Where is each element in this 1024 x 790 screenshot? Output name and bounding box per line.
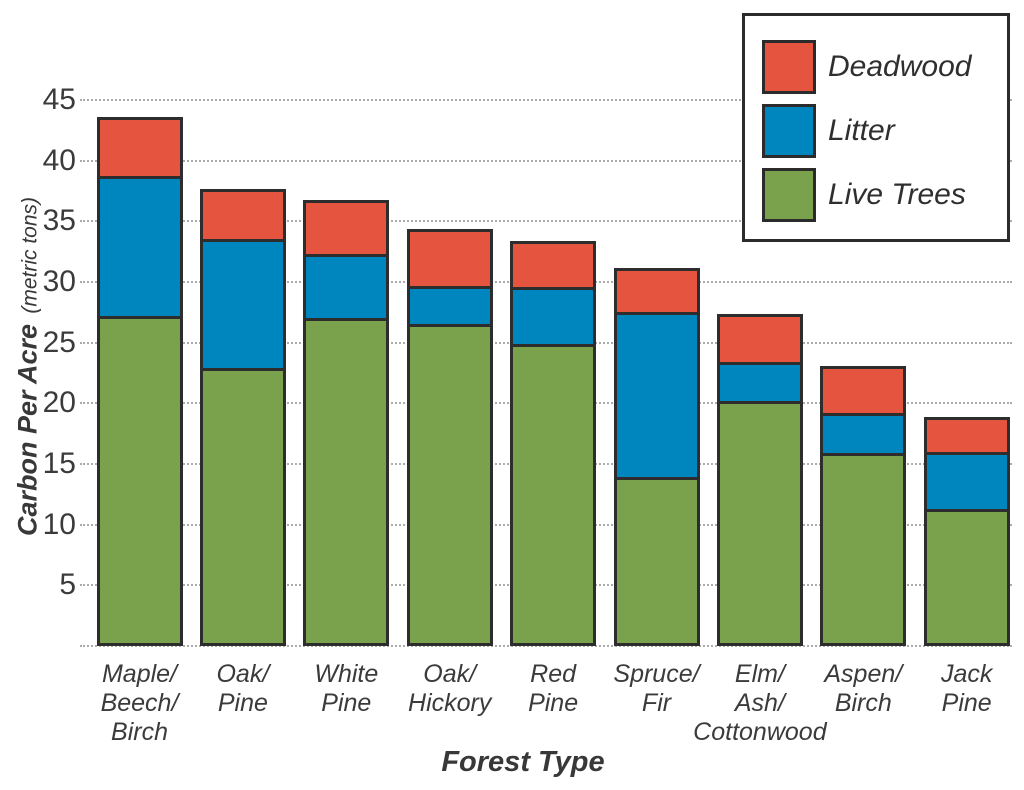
y-tick-label-25: 25 <box>42 325 76 359</box>
y-tick-label-15: 15 <box>42 447 76 481</box>
segment-live-trees[interactable] <box>409 324 490 643</box>
y-axis-unit-text <box>19 314 42 320</box>
segment-deadwood[interactable] <box>513 243 594 287</box>
segment-live-trees[interactable] <box>202 367 283 643</box>
segment-deadwood[interactable] <box>616 270 697 313</box>
y-tick-label-20: 20 <box>42 386 76 420</box>
bar-elm-ash-cottonwood[interactable] <box>716 313 803 646</box>
segment-litter[interactable] <box>409 285 490 325</box>
y-tick-label-10: 10 <box>42 507 76 541</box>
segment-litter[interactable] <box>99 176 180 316</box>
y-axis-title-text: Carbon Per Acre <box>12 323 43 537</box>
segment-deadwood[interactable] <box>926 419 1007 452</box>
segment-litter[interactable] <box>513 286 594 344</box>
segment-live-trees[interactable] <box>306 318 387 643</box>
y-tick-label-35: 35 <box>42 204 76 238</box>
x-tick-label-2: Oak/Pine <box>216 660 270 717</box>
y-tick-label-45: 45 <box>42 83 76 117</box>
x-tick-label-7: Elm/Ash/Cottonwood <box>693 660 827 746</box>
litter-swatch <box>762 104 816 158</box>
y-tick-label-30: 30 <box>42 265 76 299</box>
bar-white-pine[interactable] <box>303 199 390 646</box>
deadwood-swatch <box>762 40 816 94</box>
segment-deadwood[interactable] <box>823 368 904 413</box>
bar-maple-beech-birch[interactable] <box>96 117 183 646</box>
x-tick-label-4: Oak/Hickory <box>408 660 492 717</box>
gridline-y40 <box>80 159 1012 162</box>
segment-litter[interactable] <box>616 312 697 478</box>
y-tick-label-5: 5 <box>59 568 76 602</box>
gridline-y35 <box>80 220 1012 223</box>
segment-deadwood[interactable] <box>719 316 800 362</box>
segment-live-trees[interactable] <box>926 508 1007 643</box>
x-tick-label-3: White Pine <box>314 660 379 717</box>
segment-deadwood[interactable] <box>202 191 283 240</box>
segment-live-trees[interactable] <box>719 400 800 643</box>
segment-litter[interactable] <box>823 412 904 453</box>
bar-spruce-fir[interactable] <box>613 267 700 646</box>
bar-oak-hickory[interactable] <box>406 228 493 646</box>
segment-live-trees[interactable] <box>616 477 697 643</box>
segment-litter[interactable] <box>926 451 1007 509</box>
x-tick-label-5: Red Pine <box>528 660 579 717</box>
segment-deadwood[interactable] <box>409 231 490 286</box>
segment-live-trees[interactable] <box>513 343 594 643</box>
bar-oak-pine[interactable] <box>199 188 286 646</box>
segment-litter[interactable] <box>719 361 800 401</box>
segment-deadwood[interactable] <box>306 202 387 254</box>
legend-label-live-trees: Live Trees <box>828 178 966 211</box>
gridline-y0 <box>80 645 1012 647</box>
legend-label-deadwood: Deadwood <box>828 50 972 83</box>
segment-litter[interactable] <box>306 253 387 319</box>
gridline-y45 <box>80 99 1012 102</box>
bar-aspen-birch[interactable] <box>820 365 907 646</box>
x-tick-label-8: Aspen/Birch <box>824 660 903 717</box>
y-axis-title: Carbon Per Acre (metric tons) <box>13 87 44 647</box>
y-axis-unit-label: (metric tons) <box>18 196 42 314</box>
bar-jack-pine[interactable] <box>923 416 1010 646</box>
live-trees-swatch <box>762 168 816 222</box>
x-tick-label-1: Maple/Beech/Birch <box>100 660 179 746</box>
segment-live-trees[interactable] <box>823 452 904 643</box>
x-tick-label-6: Spruce/Fir <box>613 660 700 717</box>
legend-label-litter: Litter <box>828 114 895 147</box>
legend-row-live-trees: Live Trees <box>762 168 966 222</box>
legend-row-deadwood: Deadwood <box>762 40 971 94</box>
x-axis-title: Forest Type <box>441 746 605 778</box>
y-tick-label-40: 40 <box>42 143 76 177</box>
legend-row-litter: Litter <box>762 104 895 158</box>
x-tick-label-9: Jack Pine <box>940 660 993 717</box>
segment-live-trees[interactable] <box>99 315 180 643</box>
legend: Deadwood Litter Live Trees <box>742 13 1010 242</box>
bar-red-pine[interactable] <box>510 240 597 646</box>
segment-litter[interactable] <box>202 239 283 368</box>
segment-deadwood[interactable] <box>99 120 180 177</box>
